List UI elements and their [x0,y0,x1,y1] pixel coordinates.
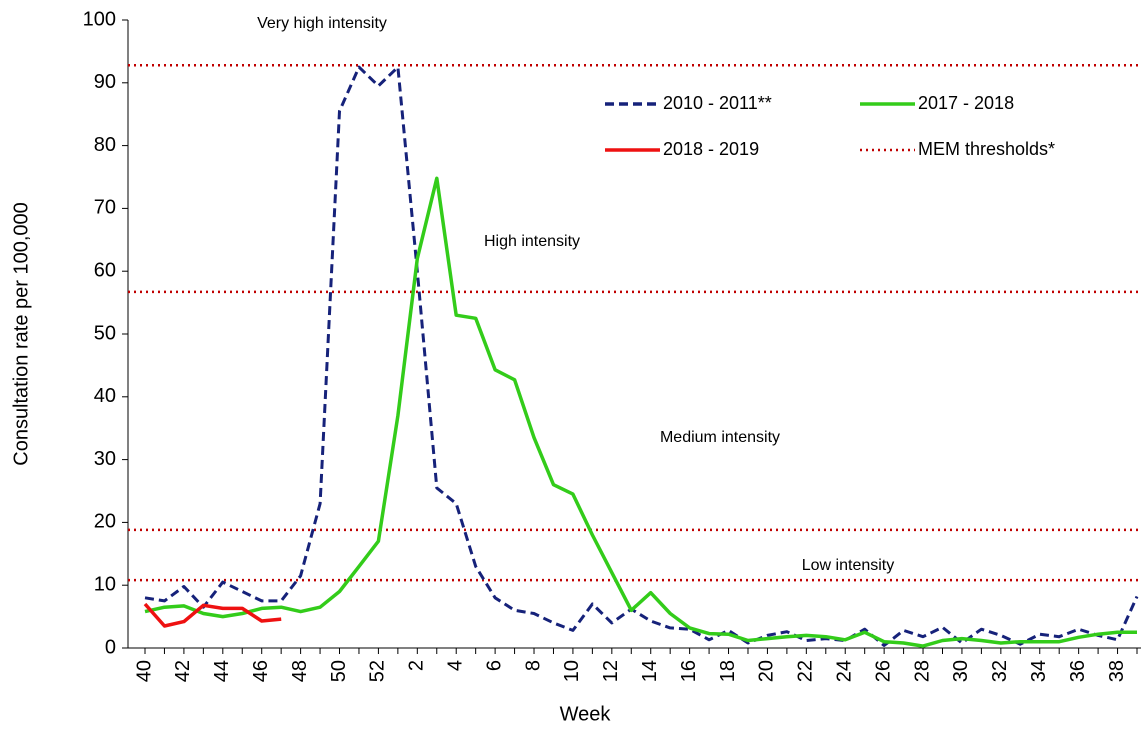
x-tick-label: 12 [600,660,622,682]
x-tick-label: 6 [483,660,505,671]
y-tick-label: 50 [94,322,116,344]
annotation: Medium intensity [660,429,780,446]
x-tick-label: 34 [1028,660,1050,682]
x-tick-label: 48 [289,660,311,682]
x-tick-label: 36 [1067,660,1089,682]
x-tick-label: 46 [250,660,272,682]
annotation: Low intensity [802,557,895,574]
x-tick-label: 24 [834,660,856,682]
y-tick-label: 60 [94,259,116,281]
y-tick-label: 80 [94,134,116,156]
y-tick-label: 70 [94,197,116,219]
y-tick-label: 90 [94,71,116,93]
y-tick-label: 40 [94,385,116,407]
x-tick-label: 16 [678,660,700,682]
series-line [143,602,282,628]
x-tick-label: 4 [444,660,466,671]
x-axis-title: Week [560,703,612,725]
y-tick-label: 100 [83,8,116,30]
x-tick-label: 30 [950,660,972,682]
x-tick-label: 22 [795,660,817,682]
x-tick-label: 42 [172,660,194,682]
x-tick-label: 28 [911,660,933,682]
legend-label: 2017 - 2018 [918,93,1014,113]
y-tick-label: 20 [94,511,116,533]
x-tick-label: 44 [211,660,233,682]
annotation: High intensity [484,233,580,250]
legend-label: 2018 - 2019 [663,139,759,159]
x-tick-label: 18 [717,660,739,682]
legend-label: MEM thresholds* [918,139,1055,159]
x-tick-label: 38 [1106,660,1128,682]
x-tick-label: 50 [328,660,350,682]
x-tick-label: 8 [522,660,544,671]
x-tick-label: 40 [133,660,155,682]
x-tick-label: 20 [756,660,778,682]
series-line [144,176,1137,648]
x-tick-label: 26 [872,660,894,682]
y-axis-title: Consultation rate per 100,000 [10,202,32,466]
x-tick-label: 52 [367,660,389,682]
y-tick-label: 30 [94,448,116,470]
series-line [144,65,1139,647]
x-tick-label: 10 [561,660,583,682]
legend-label: 2010 - 2011** [663,93,772,113]
x-tick-label: 14 [639,660,661,682]
y-tick-label: 10 [94,573,116,595]
x-tick-label: 2 [406,660,428,671]
y-tick-label: 0 [105,636,116,658]
annotation: Very high intensity [257,15,387,32]
x-tick-label: 32 [989,660,1011,682]
